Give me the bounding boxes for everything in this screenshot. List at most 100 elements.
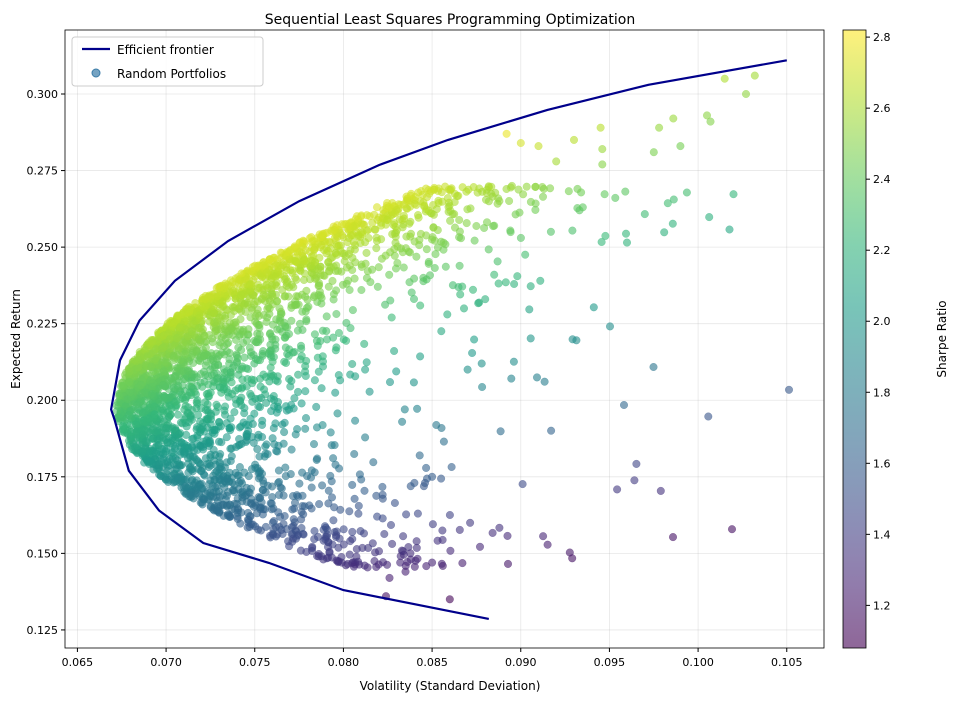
scatter-point <box>225 512 234 521</box>
x-tick-label: 0.080 <box>328 656 360 669</box>
scatter-point <box>207 411 216 420</box>
scatter-point <box>539 532 548 541</box>
scatter-point <box>159 380 168 390</box>
scatter-point <box>181 482 190 491</box>
scatter-point <box>477 359 486 368</box>
scatter-point <box>362 358 371 367</box>
scatter-point <box>463 365 472 374</box>
scatter-point <box>233 508 242 517</box>
scatter-point <box>268 292 277 301</box>
scatter-point <box>378 514 387 523</box>
scatter-point <box>383 560 392 569</box>
scatter-point <box>380 529 389 539</box>
scatter-point <box>210 475 219 484</box>
scatter-point <box>705 213 714 222</box>
scatter-point <box>334 371 343 380</box>
y-tick-label: 0.175 <box>27 471 59 484</box>
scatter-point <box>127 428 136 437</box>
scatter-point <box>378 494 387 503</box>
scatter-point <box>237 345 246 355</box>
scatter-point <box>249 438 258 447</box>
scatter-point <box>248 419 257 429</box>
scatter-point <box>328 227 337 236</box>
chart-title: Sequential Least Squares Programming Opt… <box>265 12 635 28</box>
scatter-point <box>278 420 287 429</box>
x-tick-label: 0.070 <box>150 656 182 669</box>
scatter-point <box>447 184 456 193</box>
scatter-point <box>301 292 310 301</box>
scatter-point <box>199 367 208 376</box>
legend-frontier-label: Efficient frontier <box>117 43 214 57</box>
scatter-point <box>369 458 378 467</box>
scatter-point <box>398 417 407 426</box>
scatter-point <box>341 252 350 261</box>
scatter-point <box>308 544 317 553</box>
scatter-point <box>428 558 437 567</box>
scatter-point <box>536 276 545 285</box>
scatter-point <box>406 555 415 564</box>
scatter-point <box>271 272 280 281</box>
scatter-point <box>197 404 206 413</box>
scatter-point <box>266 372 275 381</box>
scatter-point <box>619 400 629 410</box>
scatter-point <box>318 421 327 430</box>
scatter-point <box>196 467 205 476</box>
scatter-point <box>235 478 244 487</box>
scatter-point <box>124 411 133 420</box>
scatter-point <box>532 373 542 382</box>
scatter-point <box>201 454 210 463</box>
scatter-point <box>268 434 277 443</box>
scatter-point <box>454 191 463 200</box>
scatter-point <box>455 215 464 225</box>
scatter-point <box>217 438 226 447</box>
scatter-point <box>146 432 156 441</box>
scatter-point <box>243 300 252 309</box>
scatter-point <box>201 343 210 352</box>
scatter-point <box>422 463 431 472</box>
scatter-point <box>301 362 310 371</box>
scatter-point <box>336 505 345 514</box>
plot-frame <box>64 29 825 649</box>
scatter-point <box>354 232 363 241</box>
scatter-point <box>150 410 159 419</box>
scatter-point <box>455 261 464 270</box>
scatter-point <box>269 525 278 534</box>
scatter-point <box>373 282 382 291</box>
scatter-point <box>437 237 446 246</box>
scatter-point <box>360 561 369 570</box>
scatter-point <box>325 547 334 556</box>
scatter-point <box>331 532 341 541</box>
scatter-point <box>243 508 253 517</box>
scatter-point <box>274 508 283 517</box>
scatter-point <box>301 414 311 423</box>
scatter-point <box>297 351 306 360</box>
scatter-point <box>181 349 190 358</box>
scatter-point <box>543 540 552 549</box>
scatter-point <box>578 203 587 212</box>
scatter-point <box>288 505 297 514</box>
y-tick-label: 0.275 <box>27 165 59 178</box>
scatter-point <box>167 404 176 413</box>
scatter-point <box>445 201 454 210</box>
scatter-point <box>601 231 610 240</box>
scatter-point <box>339 540 348 549</box>
scatter-point <box>295 479 304 488</box>
scatter-point <box>291 430 300 439</box>
scatter-point <box>245 343 254 352</box>
scatter-point <box>350 221 359 230</box>
legend-portfolios-swatch <box>91 68 101 78</box>
scatter-point <box>147 362 156 371</box>
scatter-point <box>150 447 159 456</box>
scatter-point <box>516 233 525 242</box>
scatter-point <box>410 199 419 208</box>
scatter-point <box>506 228 515 237</box>
scatter-point <box>302 547 311 556</box>
scatter-point <box>784 385 794 394</box>
scatter-point <box>372 244 381 253</box>
y-tick-label: 0.225 <box>27 318 59 331</box>
scatter-point <box>159 417 168 426</box>
scatter-point <box>228 389 237 399</box>
scatter-point <box>221 327 230 336</box>
scatter-point <box>630 476 639 485</box>
scatter-point <box>222 458 231 467</box>
